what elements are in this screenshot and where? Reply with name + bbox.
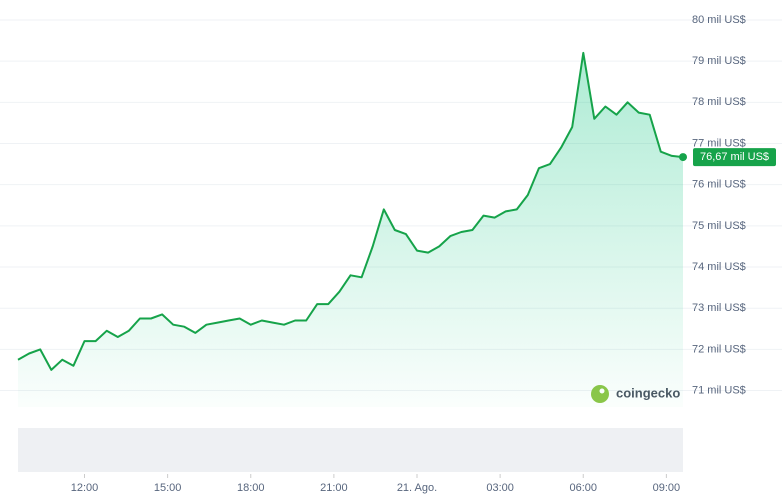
y-tick-label: 80 mil US$ xyxy=(692,14,746,26)
x-tick-label: 12:00 xyxy=(71,482,99,494)
x-tick-label: 09:00 xyxy=(653,482,681,494)
volume-band xyxy=(18,428,683,472)
price-label: 76,67 mil US$ xyxy=(700,151,769,163)
y-tick-label: 75 mil US$ xyxy=(692,220,746,232)
x-tick-label: 18:00 xyxy=(237,482,265,494)
area xyxy=(18,52,683,408)
y-tick-label: 74 mil US$ xyxy=(692,261,746,273)
y-tick-label: 79 mil US$ xyxy=(692,55,746,67)
price-badge xyxy=(693,148,776,167)
x-tick-label: 21:00 xyxy=(320,482,348,494)
x-tick-label: 06:00 xyxy=(569,482,597,494)
y-tick-label: 78 mil US$ xyxy=(692,96,746,108)
y-tick-label: 73 mil US$ xyxy=(692,302,746,314)
price-line xyxy=(17,51,684,371)
x-tick-label: 15:00 xyxy=(154,482,182,494)
last-price-dot xyxy=(679,153,687,162)
y-tick-label: 77 mil US$ xyxy=(692,137,746,149)
x-tick-label: 03:00 xyxy=(486,482,514,494)
y-tick-label: 76 mil US$ xyxy=(692,179,746,191)
x-tick-label: 21. Ago. xyxy=(397,482,437,494)
y-tick-label: 71 mil US$ xyxy=(692,384,746,396)
y-tick-label: 72 mil US$ xyxy=(692,343,746,355)
